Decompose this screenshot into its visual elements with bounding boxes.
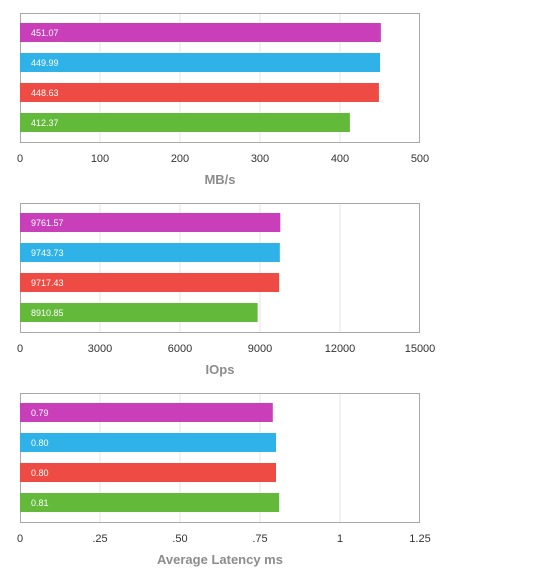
bar-data-label: 8910.85 <box>31 308 64 318</box>
bar-data-label: 0.81 <box>31 498 49 508</box>
bar <box>20 213 281 232</box>
x-tick-label: 15000 <box>405 343 436 355</box>
x-tick-label: 500 <box>411 153 429 165</box>
x-tick-label: 1 <box>337 533 343 545</box>
bar-data-label: 448.63 <box>31 88 59 98</box>
x-tick-label: .75 <box>252 533 267 545</box>
bar-data-label: 451.07 <box>31 28 59 38</box>
bar <box>20 53 380 72</box>
x-tick-label: .25 <box>92 533 107 545</box>
bar <box>20 243 280 262</box>
x-tick-label: 1.25 <box>409 533 430 545</box>
x-tick-label: .50 <box>172 533 187 545</box>
bar-data-label: 0.80 <box>31 468 49 478</box>
bar <box>20 433 276 452</box>
bar-data-label: 9743.73 <box>31 248 64 258</box>
x-tick-label: 6000 <box>168 343 192 355</box>
bar <box>20 403 273 422</box>
bar <box>20 23 381 42</box>
bar-data-label: 9761.57 <box>31 218 64 228</box>
bar-data-label: 9717.43 <box>31 278 64 288</box>
x-tick-label: 300 <box>251 153 269 165</box>
bar <box>20 273 280 292</box>
x-tick-label: 0 <box>17 153 23 165</box>
bar-data-label: 0.79 <box>31 408 49 418</box>
bar <box>20 493 280 512</box>
plot-frame <box>20 13 420 143</box>
x-tick-label: 100 <box>91 153 109 165</box>
plot-frame <box>20 393 420 523</box>
x-tick-label: 0 <box>17 533 23 545</box>
bar-data-label: 0.80 <box>31 438 49 448</box>
bar-data-label: 449.99 <box>31 58 59 68</box>
bar <box>20 113 350 132</box>
bar-data-label: 412.37 <box>31 118 59 128</box>
x-tick-label: 400 <box>331 153 349 165</box>
x-tick-label: 12000 <box>325 343 356 355</box>
bar <box>20 463 276 482</box>
x-tick-label: 3000 <box>88 343 112 355</box>
plot-frame <box>20 203 420 333</box>
x-tick-label: 0 <box>17 343 23 355</box>
bar <box>20 83 379 102</box>
x-axis-label: MB/s <box>204 172 235 187</box>
bar <box>20 303 258 322</box>
x-tick-label: 200 <box>171 153 189 165</box>
x-tick-label: 9000 <box>248 343 272 355</box>
x-axis-label: IOps <box>206 362 235 377</box>
x-axis-label: Average Latency ms <box>157 552 283 567</box>
